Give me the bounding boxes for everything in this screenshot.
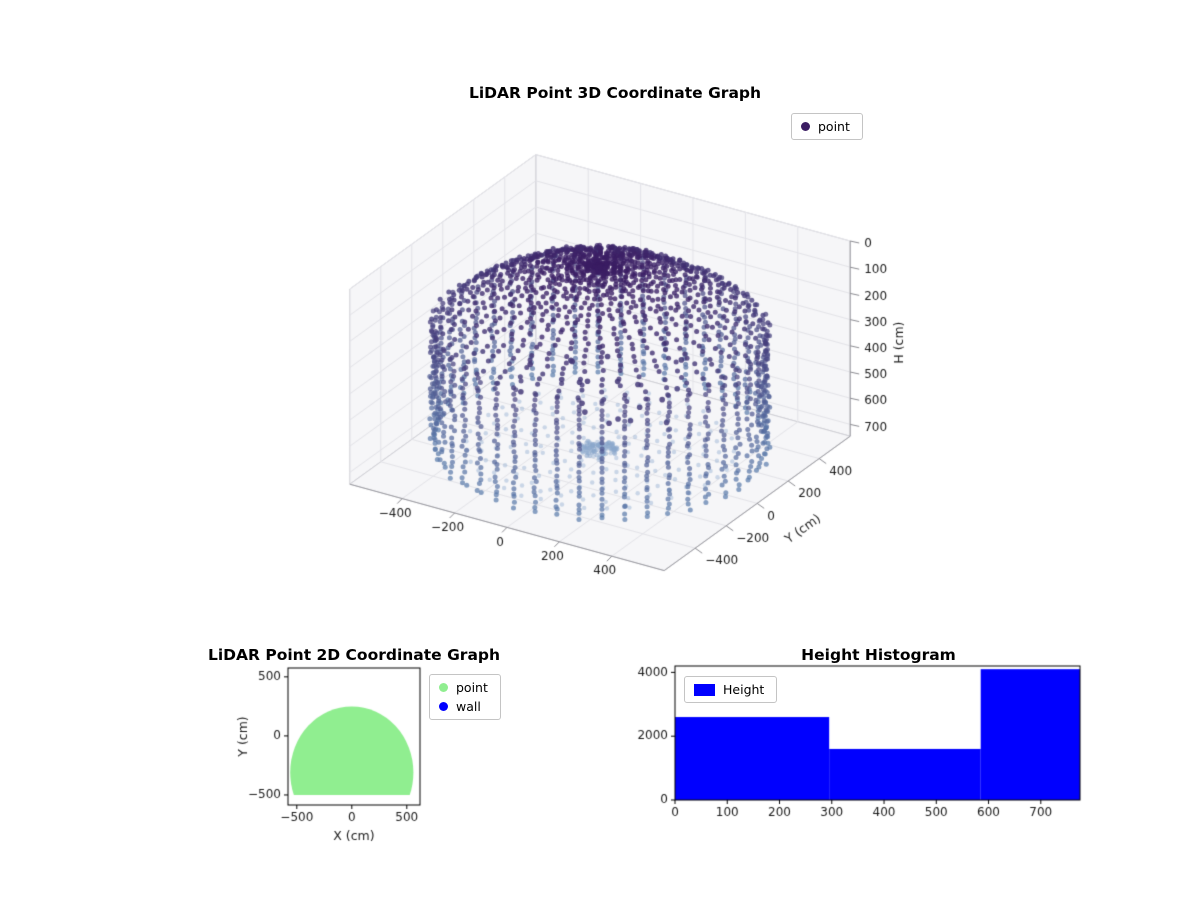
legend-label: point (818, 119, 850, 134)
chart-title-3d: LiDAR Point 3D Coordinate Graph (468, 84, 762, 102)
legend-label: Height (723, 682, 765, 697)
legend-2d: point wall (429, 674, 501, 720)
legend-entry-point: point (801, 119, 850, 134)
point-marker-icon (801, 122, 810, 131)
legend-histogram: Height (684, 676, 778, 703)
wall-marker-icon (439, 702, 448, 711)
legend-label: point (456, 680, 488, 695)
legend-entry-wall: wall (439, 699, 488, 714)
legend-3d: point (791, 113, 863, 140)
height-patch-icon (694, 683, 715, 696)
chart-title-2d: LiDAR Point 2D Coordinate Graph (207, 646, 501, 664)
chart-title-histogram: Height Histogram (801, 646, 956, 664)
legend-entry-point: point (439, 680, 488, 695)
legend-entry-height: Height (694, 682, 764, 697)
legend-label: wall (456, 699, 481, 714)
point-marker-icon (439, 683, 448, 692)
